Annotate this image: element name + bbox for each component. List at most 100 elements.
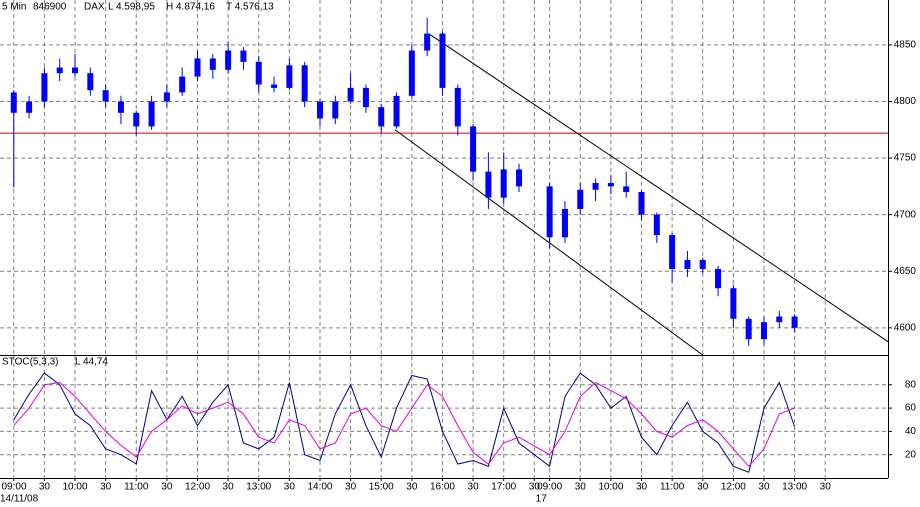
candle-body: [424, 33, 431, 51]
candle-body: [41, 73, 48, 102]
date-label: 14/11/08: [0, 494, 39, 505]
x-tick-label: 30: [223, 482, 235, 493]
candle-body: [378, 107, 385, 127]
x-tick-label: 13:00: [246, 482, 271, 493]
candle-body: [347, 87, 354, 102]
candle-body: [730, 288, 737, 319]
candle-body: [72, 67, 79, 74]
y-tick-label: 4750: [894, 153, 917, 164]
candle-body: [454, 87, 461, 127]
candle-body: [26, 101, 33, 113]
candle-body: [87, 73, 94, 91]
candle-body: [163, 92, 170, 102]
y-tick-label: 4600: [894, 322, 917, 333]
candle-body: [561, 209, 568, 238]
candle-body: [332, 101, 339, 119]
candle-body: [485, 171, 492, 198]
y-tick-label: 60: [905, 403, 917, 414]
y-tick-label: 4650: [894, 266, 917, 277]
header-label: 846900: [33, 2, 67, 13]
y-tick-label: 40: [905, 426, 917, 437]
x-tick-label: 11:00: [124, 482, 149, 493]
y-tick-label: 4850: [894, 40, 917, 51]
candle-body: [301, 65, 308, 102]
y-tick-label: 4700: [894, 209, 917, 220]
x-tick-label: 14:00: [307, 482, 332, 493]
candle-body: [133, 112, 140, 127]
candle-body: [653, 214, 660, 236]
candle-body: [10, 92, 17, 113]
x-tick-label: 15:00: [369, 482, 394, 493]
x-tick-label: 30: [468, 482, 480, 493]
x-tick-label: 30: [636, 482, 648, 493]
x-tick-label: 09:00: [1, 482, 26, 493]
x-tick-label: 30: [345, 482, 357, 493]
header-label: DAX: [84, 2, 105, 13]
x-tick-label: 11:00: [660, 482, 685, 493]
x-tick-label: 30: [697, 482, 709, 493]
candle-body: [715, 268, 722, 289]
candle-body: [148, 101, 155, 127]
trend-line: [394, 129, 704, 355]
x-tick-label: 30: [39, 482, 51, 493]
x-tick-label: 10:00: [63, 482, 88, 493]
x-tick-label: 16:00: [430, 482, 455, 493]
candle-body: [760, 322, 767, 340]
candle-body: [271, 84, 278, 88]
candle-body: [592, 182, 599, 190]
x-tick-label: 30: [575, 482, 587, 493]
x-tick-label: 30: [284, 482, 296, 493]
candle-body: [669, 235, 676, 269]
y-tick-label: 4800: [894, 96, 917, 107]
candle-body: [209, 58, 216, 70]
y-tick-label: 80: [905, 379, 917, 390]
candle-body: [699, 259, 706, 269]
candle-body: [439, 33, 446, 88]
candle-body: [638, 192, 645, 215]
x-tick-label: 30: [820, 482, 832, 493]
y-tick-label: 20: [905, 449, 917, 460]
x-tick-label: 30: [100, 482, 112, 493]
candle-body: [255, 61, 262, 85]
candle-body: [791, 316, 798, 328]
x-tick-label: 17:00: [491, 482, 516, 493]
candle-body: [117, 101, 124, 113]
x-tick-label: 30: [406, 482, 418, 493]
candle-body: [179, 76, 186, 93]
header-label: L 4.598,95: [108, 2, 155, 13]
panel: [0, 356, 888, 478]
x-tick-label: 10:00: [598, 482, 623, 493]
candle-body: [577, 189, 584, 210]
candle-body: [684, 259, 691, 269]
candle-body: [362, 87, 369, 108]
candle-body: [240, 50, 247, 62]
candle-body: [102, 90, 109, 102]
indicator-title: STOC(5,3,3): [2, 357, 59, 368]
x-tick-label: 13:00: [782, 482, 807, 493]
panel: [0, 0, 888, 355]
candle-body: [546, 186, 553, 238]
stoch-line: [13, 381, 795, 468]
candle-body: [56, 67, 63, 74]
candle-body: [225, 50, 232, 70]
candle-body: [393, 95, 400, 127]
indicator-value: L 44,74: [75, 357, 108, 368]
candle-body: [316, 101, 323, 119]
x-tick-label: 30: [161, 482, 173, 493]
candle-body: [516, 169, 523, 187]
x-tick-label: 09:00: [537, 482, 562, 493]
candle-body: [408, 50, 415, 96]
candle-body: [500, 169, 507, 198]
candle-body: [470, 126, 477, 172]
x-tick-label: 30: [529, 482, 541, 493]
candle-body: [745, 318, 752, 340]
header-label: H 4.874,16: [166, 2, 215, 13]
candle-body: [286, 65, 293, 88]
header-label: 5 Min: [2, 2, 26, 13]
trend-line: [429, 34, 888, 343]
candle-body: [194, 58, 201, 77]
x-tick-label: 12:00: [185, 482, 210, 493]
x-tick-label: 12:00: [721, 482, 746, 493]
